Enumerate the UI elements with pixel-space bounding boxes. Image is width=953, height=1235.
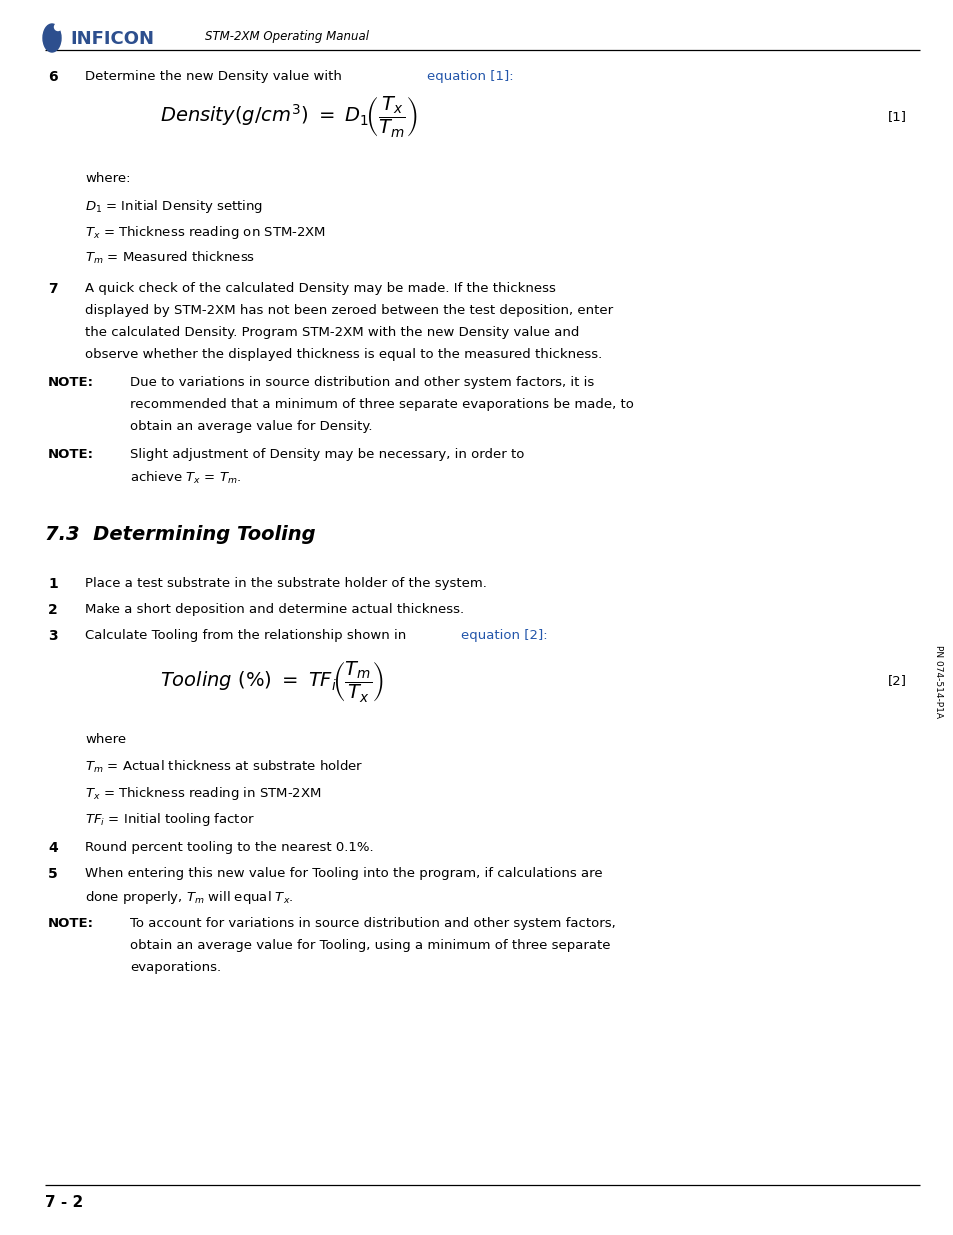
Text: done properly, $T_m$ will equal $T_x$.: done properly, $T_m$ will equal $T_x$. bbox=[85, 889, 294, 906]
Text: Place a test substrate in the substrate holder of the system.: Place a test substrate in the substrate … bbox=[85, 577, 486, 590]
Text: 3: 3 bbox=[48, 629, 57, 643]
Ellipse shape bbox=[43, 23, 61, 52]
Text: 2: 2 bbox=[48, 603, 58, 618]
Text: $D_1$ = Initial Density setting: $D_1$ = Initial Density setting bbox=[85, 198, 263, 215]
Text: [1]: [1] bbox=[887, 110, 906, 124]
Text: $\mathit{Density}(\mathit{g}/\mathit{cm}^3)\ =\ \mathit{D}_1\!\left(\dfrac{\math: $\mathit{Density}(\mathit{g}/\mathit{cm}… bbox=[160, 95, 417, 140]
Text: 1: 1 bbox=[48, 577, 58, 592]
Text: NOTE:: NOTE: bbox=[48, 918, 94, 930]
Text: 6: 6 bbox=[48, 70, 57, 84]
Text: obtain an average value for Density.: obtain an average value for Density. bbox=[130, 420, 372, 433]
Text: evaporations.: evaporations. bbox=[130, 961, 221, 974]
Text: 7: 7 bbox=[48, 282, 57, 296]
Ellipse shape bbox=[54, 23, 61, 31]
Text: $T_x$ = Thickness reading on STM-2XM: $T_x$ = Thickness reading on STM-2XM bbox=[85, 224, 326, 241]
Text: $T_x$ = Thickness reading in STM-2XM: $T_x$ = Thickness reading in STM-2XM bbox=[85, 785, 321, 802]
Text: STM-2XM Operating Manual: STM-2XM Operating Manual bbox=[205, 30, 369, 43]
Text: achieve $T_x$ = $T_m$.: achieve $T_x$ = $T_m$. bbox=[130, 471, 241, 487]
Text: When entering this new value for Tooling into the program, if calculations are: When entering this new value for Tooling… bbox=[85, 867, 602, 881]
Text: Due to variations in source distribution and other system factors, it is: Due to variations in source distribution… bbox=[130, 375, 594, 389]
Text: where:: where: bbox=[85, 172, 131, 185]
Text: equation [2]:: equation [2]: bbox=[460, 629, 547, 642]
Text: 4: 4 bbox=[48, 841, 58, 855]
Text: 7.3  Determining Tooling: 7.3 Determining Tooling bbox=[45, 525, 315, 543]
Text: 5: 5 bbox=[48, 867, 58, 881]
Text: $T_m$ = Actual thickness at substrate holder: $T_m$ = Actual thickness at substrate ho… bbox=[85, 760, 363, 776]
Text: Slight adjustment of Density may be necessary, in order to: Slight adjustment of Density may be nece… bbox=[130, 448, 524, 461]
Text: recommended that a minimum of three separate evaporations be made, to: recommended that a minimum of three sepa… bbox=[130, 398, 633, 411]
Text: INFICON: INFICON bbox=[70, 30, 153, 48]
Text: displayed by STM-2XM has not been zeroed between the test deposition, enter: displayed by STM-2XM has not been zeroed… bbox=[85, 304, 613, 317]
Text: obtain an average value for Tooling, using a minimum of three separate: obtain an average value for Tooling, usi… bbox=[130, 939, 610, 952]
Text: the calculated Density. Program STM-2XM with the new Density value and: the calculated Density. Program STM-2XM … bbox=[85, 326, 578, 338]
Text: Make a short deposition and determine actual thickness.: Make a short deposition and determine ac… bbox=[85, 603, 464, 616]
Text: [2]: [2] bbox=[887, 674, 906, 688]
Text: Calculate Tooling from the relationship shown in: Calculate Tooling from the relationship … bbox=[85, 629, 410, 642]
Text: 7 - 2: 7 - 2 bbox=[45, 1195, 83, 1210]
Text: observe whether the displayed thickness is equal to the measured thickness.: observe whether the displayed thickness … bbox=[85, 348, 601, 361]
Text: Determine the new Density value with: Determine the new Density value with bbox=[85, 70, 346, 83]
Text: $\mathit{TF}_i$ = Initial tooling factor: $\mathit{TF}_i$ = Initial tooling factor bbox=[85, 811, 254, 827]
Text: equation [1]:: equation [1]: bbox=[427, 70, 513, 83]
Text: $\mathit{Tooling}\ (\%)\ =\ \mathit{TF}_i\!\left(\dfrac{\mathit{T_m}}{\mathit{T_: $\mathit{Tooling}\ (\%)\ =\ \mathit{TF}_… bbox=[160, 658, 384, 704]
Text: PN 074-514-P1A: PN 074-514-P1A bbox=[933, 645, 942, 718]
Text: $T_m$ = Measured thickness: $T_m$ = Measured thickness bbox=[85, 249, 254, 266]
Text: Round percent tooling to the nearest 0.1%.: Round percent tooling to the nearest 0.1… bbox=[85, 841, 374, 853]
Text: To account for variations in source distribution and other system factors,: To account for variations in source dist… bbox=[130, 918, 615, 930]
Text: where: where bbox=[85, 734, 126, 746]
Text: NOTE:: NOTE: bbox=[48, 375, 94, 389]
Text: A quick check of the calculated Density may be made. If the thickness: A quick check of the calculated Density … bbox=[85, 282, 556, 295]
Text: NOTE:: NOTE: bbox=[48, 448, 94, 461]
